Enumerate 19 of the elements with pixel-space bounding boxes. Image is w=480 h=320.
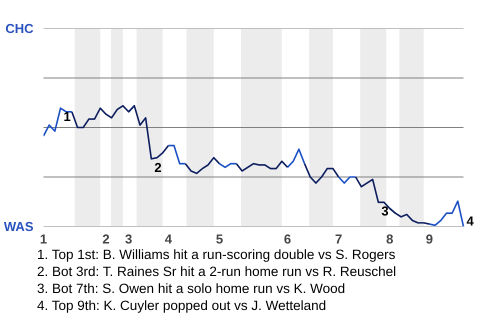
text: 3. Bot 7th: S. Owen hit a solo home run vs K. Wood (37, 281, 346, 296)
x-tick-label: 2 (102, 232, 110, 246)
x-tick-label: 3 (125, 232, 132, 246)
x-tick-label: 1 (40, 232, 48, 246)
x-tick-label: 7 (335, 232, 342, 246)
text: 4. Top 9th: K. Cuyler popped out vs J. Wetteland (37, 298, 326, 313)
x-tick-label: 9 (426, 232, 434, 246)
annotation: 2 (154, 160, 162, 175)
text: WAS (4, 219, 34, 234)
annotation: 3 (381, 203, 389, 218)
text: 1. Top 1st: B. Williams hit a run-scoring double vs S. Rogers (37, 247, 396, 262)
text: 4 (466, 214, 474, 228)
x-tick-label: 6 (284, 232, 292, 246)
x-tick-label: 4 (164, 232, 173, 246)
x-tick-label: 8 (386, 232, 394, 246)
text: CHC (5, 21, 34, 36)
text: 2. Bot 3rd: T. Raines Sr hit a 2-run home run vs R. Reuschel (37, 264, 396, 279)
annotation: 1 (64, 109, 71, 124)
x-tick-label: 5 (216, 232, 224, 246)
